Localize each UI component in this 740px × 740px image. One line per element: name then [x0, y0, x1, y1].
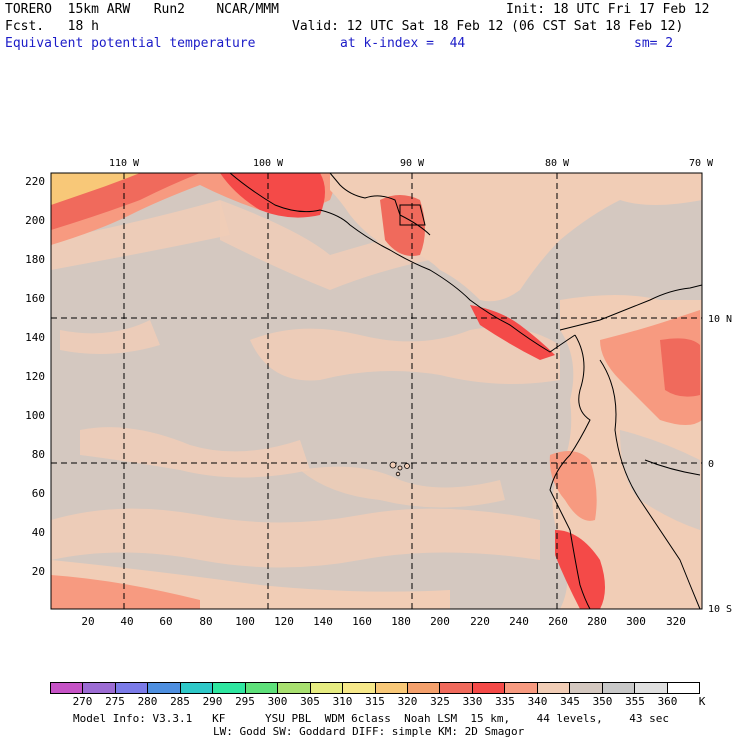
color-scale-label: 275 — [105, 695, 125, 708]
color-swatch — [51, 683, 84, 693]
y-grid-label: 160 — [25, 292, 45, 305]
x-grid-label: 80 — [199, 615, 212, 628]
init-time: Init: 18 UTC Fri 17 Feb 12 — [506, 2, 710, 17]
x-grid-label: 200 — [430, 615, 450, 628]
color-scale-label: 325 — [430, 695, 450, 708]
color-scale-label: 350 — [592, 695, 613, 708]
color-swatch — [602, 683, 636, 693]
x-grid-label: 160 — [352, 615, 372, 628]
map-frame — [50, 172, 703, 610]
color-swatch — [472, 683, 506, 693]
x-grid-label: 260 — [548, 615, 568, 628]
graticule — [51, 173, 702, 609]
color-swatch — [440, 683, 473, 693]
x-grid-label: 40 — [120, 615, 133, 628]
physics-info-line: LW: Godd SW: Goddard DIFF: simple KM: 2D… — [213, 725, 525, 738]
color-scale-label: 290 — [202, 695, 223, 708]
color-swatch — [310, 683, 344, 693]
color-scale-label: 315 — [365, 695, 385, 708]
color-scale-label: 355 — [625, 695, 645, 708]
color-scale-label: 285 — [170, 695, 190, 708]
x-grid-label: 140 — [313, 615, 333, 628]
smoothing-label: sm= 2 — [634, 36, 674, 51]
x-grid-label: 220 — [470, 615, 490, 628]
color-scale-label: 310 — [332, 695, 353, 708]
color-scale-label: 345 — [560, 695, 580, 708]
level-label: at k-index = 44 — [340, 36, 466, 51]
color-swatch — [83, 683, 116, 693]
galapagos-islands — [389, 461, 410, 477]
color-swatch — [537, 683, 571, 693]
y-grid-label: 100 — [25, 409, 45, 422]
color-scale-unit: K — [698, 695, 706, 708]
color-swatch — [505, 683, 538, 693]
color-scale-label: 335 — [495, 695, 515, 708]
x-grid-label: 280 — [587, 615, 607, 628]
color-swatch — [213, 683, 246, 693]
y-grid-label: 80 — [32, 448, 45, 461]
color-scale-label: 360 — [657, 695, 678, 708]
color-scale-label: 320 — [397, 695, 418, 708]
lon-label-70w: 70 W — [689, 158, 714, 169]
color-swatch — [407, 683, 441, 693]
temperature-field — [51, 173, 702, 609]
x-grid-label: 20 — [81, 615, 94, 628]
y-grid-label: 140 — [25, 331, 45, 344]
x-grid-label: 120 — [274, 615, 294, 628]
color-swatch — [115, 683, 149, 693]
x-grid-label: 60 — [159, 615, 172, 628]
color-scale-bar — [50, 682, 700, 694]
valid-time: Valid: 12 UTC Sat 18 Feb 12 (06 CST Sat … — [292, 19, 684, 34]
x-grid-label: 240 — [509, 615, 529, 628]
y-grid-label: 40 — [32, 526, 45, 539]
color-scale-label: 295 — [235, 695, 255, 708]
y-grid-label: 220 — [25, 175, 45, 188]
lon-label-80w: 80 W — [545, 158, 570, 169]
y-grid-label: 20 — [32, 565, 45, 578]
color-swatch — [278, 683, 311, 693]
color-scale-label: 305 — [300, 695, 320, 708]
y-grid-label: 180 — [25, 253, 45, 266]
model-title: TORERO 15km ARW Run2 NCAR/MMM — [5, 2, 279, 17]
color-swatch — [148, 683, 181, 693]
x-grid-label: 300 — [626, 615, 646, 628]
color-swatch — [343, 683, 376, 693]
color-swatch — [667, 683, 700, 693]
color-swatch — [180, 683, 214, 693]
y-grid-label: 120 — [25, 370, 45, 383]
x-grid-label: 100 — [235, 615, 255, 628]
color-swatch — [375, 683, 408, 693]
coastlines — [229, 172, 703, 610]
lat-label-0: 0 — [708, 459, 714, 470]
lon-label-110w: 110 W — [109, 158, 140, 169]
lat-label-10s: 10 S — [708, 604, 732, 615]
lon-label-100w: 100 W — [253, 158, 284, 169]
color-scale-label: 340 — [527, 695, 548, 708]
color-scale-label: 300 — [267, 695, 288, 708]
color-scale-label: 280 — [137, 695, 158, 708]
forecast-hour: Fcst. 18 h — [5, 19, 99, 34]
map-plot: 110 W 100 W 90 W 80 W 70 W 10 N 0 10 S 2… — [25, 158, 732, 628]
model-info-line: Model Info: V3.3.1 KF YSU PBL WDM 6class… — [73, 712, 670, 725]
color-swatch — [570, 683, 603, 693]
color-swatch — [245, 683, 279, 693]
y-grid-label: 200 — [25, 214, 45, 227]
color-swatch — [635, 683, 668, 693]
y-grid-label: 60 — [32, 487, 45, 500]
x-grid-label: 180 — [391, 615, 411, 628]
color-scale-label: 330 — [462, 695, 483, 708]
lat-label-10n: 10 N — [708, 314, 732, 325]
lon-label-90w: 90 W — [400, 158, 425, 169]
x-grid-label: 320 — [666, 615, 686, 628]
field-name: Equivalent potential temperature — [5, 36, 256, 51]
color-scale-label: 270 — [72, 695, 93, 708]
